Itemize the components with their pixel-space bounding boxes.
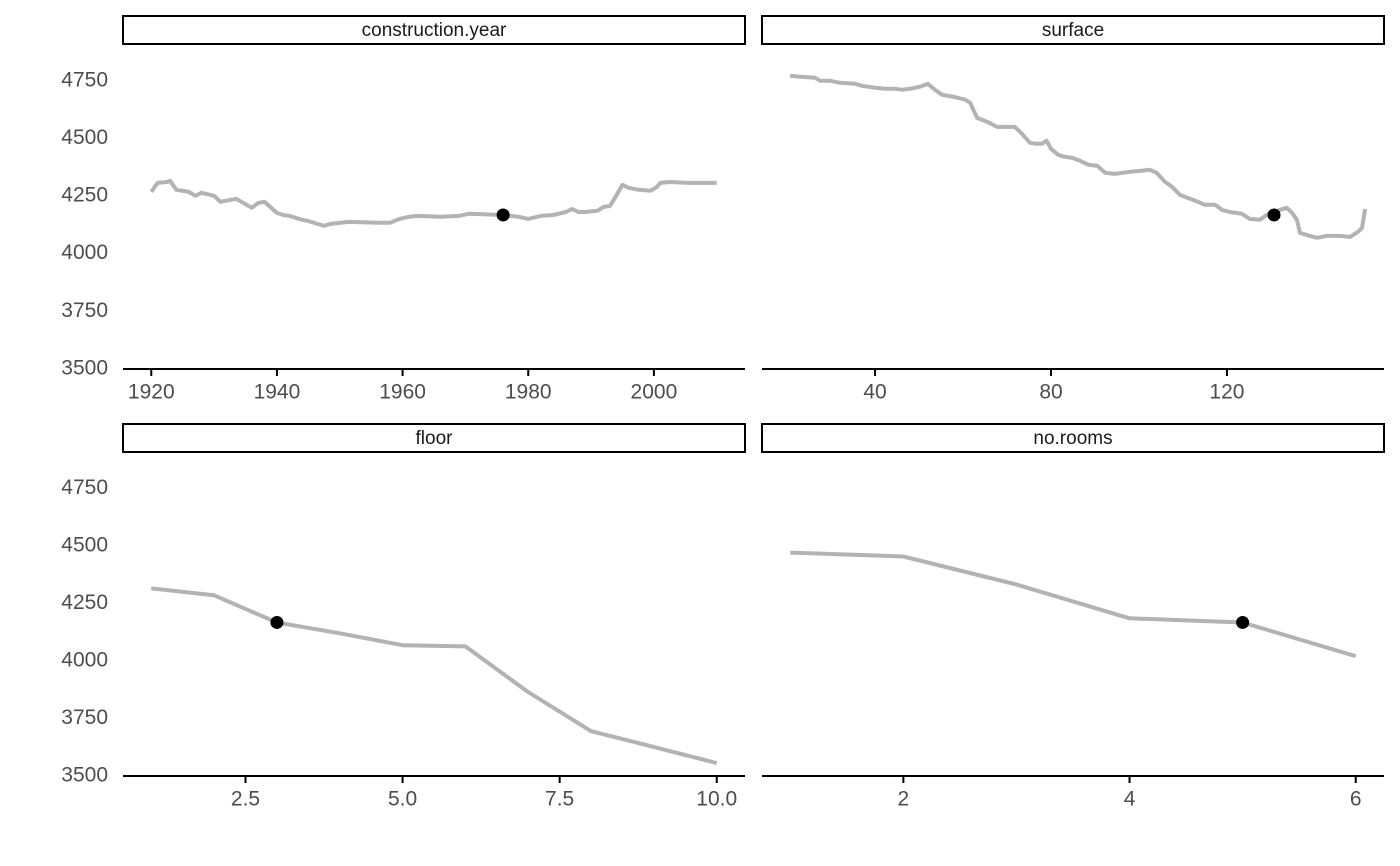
y-tick-label: 4000 (61, 649, 108, 672)
x-tick-label: 2 (898, 788, 910, 811)
x-tick-label: 40 (863, 381, 886, 404)
strip-box (122, 15, 746, 45)
x-tick-label: 1940 (254, 381, 301, 404)
x-tick-label: 4 (1124, 788, 1136, 811)
y-tick-label: 3750 (61, 299, 108, 322)
strip-box (761, 423, 1385, 453)
strip-box (122, 423, 746, 453)
y-tick-label: 4500 (61, 534, 108, 557)
profile-line (789, 73, 1368, 240)
strip-title: no.rooms (1033, 428, 1112, 449)
observation-point (1267, 208, 1281, 222)
x-tick-label: 7.5 (545, 788, 574, 811)
y-tick-label: 4750 (61, 68, 108, 91)
x-tick-label: 80 (1039, 381, 1062, 404)
y-tick-label: 4250 (61, 184, 108, 207)
x-tick-label: 120 (1209, 381, 1244, 404)
y-tick-label: 4250 (61, 591, 108, 614)
x-tick-label: 6 (1350, 788, 1362, 811)
strip-box (761, 15, 1385, 45)
observation-point (496, 208, 510, 222)
y-tick-label: 3500 (61, 764, 108, 787)
y-tick-label: 3750 (61, 706, 108, 729)
x-tick-label: 1980 (505, 381, 552, 404)
y-tick-label: 3500 (61, 357, 108, 380)
x-tick-label: 2.5 (231, 788, 260, 811)
observation-point (1236, 615, 1250, 629)
strip-title: construction.year (362, 20, 507, 41)
x-tick-label: 5.0 (388, 788, 417, 811)
profile-line (149, 178, 717, 228)
observation-point (270, 615, 284, 629)
x-tick-label: 2000 (631, 381, 678, 404)
y-tick-label: 4750 (61, 476, 108, 499)
x-tick-label: 10.0 (696, 788, 737, 811)
strip-title: surface (1042, 20, 1104, 41)
profile-line (790, 550, 1357, 659)
x-tick-label: 1920 (128, 381, 175, 404)
strip-title: floor (416, 428, 454, 449)
y-tick-label: 4500 (61, 126, 108, 149)
y-tick-label: 4000 (61, 241, 108, 264)
profile-line (151, 586, 718, 766)
x-tick-label: 1960 (379, 381, 426, 404)
